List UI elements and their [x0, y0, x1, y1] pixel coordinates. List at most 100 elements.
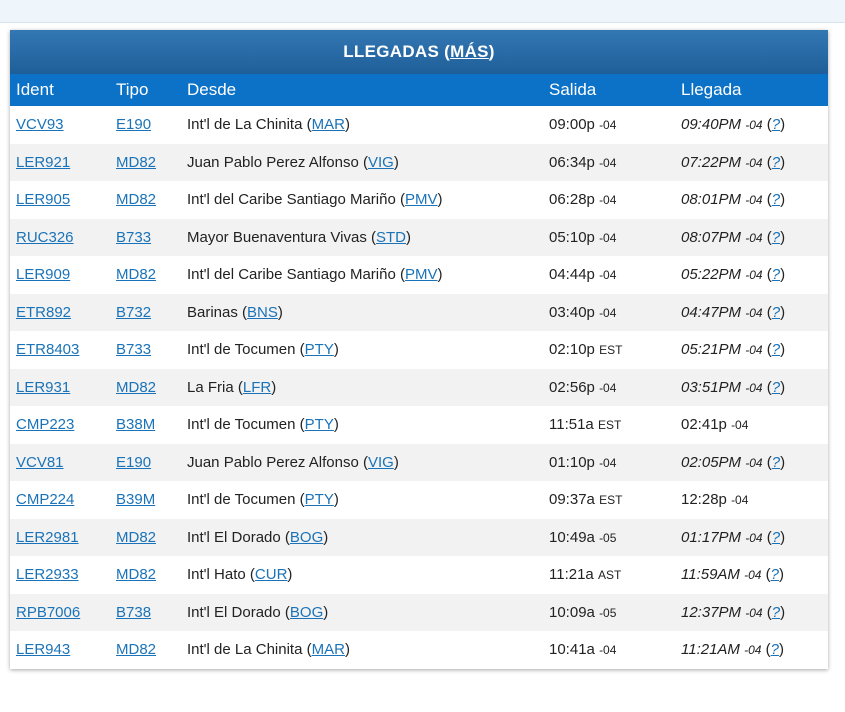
aircraft-type-link[interactable]: MD82: [116, 191, 157, 209]
origin-cell: Int'l Hato (CUR): [187, 566, 293, 584]
aircraft-type-link[interactable]: B38M: [116, 416, 156, 434]
flight-ident-link[interactable]: VCV81: [16, 453, 64, 471]
col-llegada[interactable]: Llegada: [681, 80, 742, 99]
aircraft-type-link[interactable]: MD82: [116, 566, 157, 584]
flight-ident-link[interactable]: LER905: [16, 191, 71, 209]
aircraft-type-link[interactable]: MD82: [116, 528, 157, 546]
type-cell: MD82: [110, 144, 181, 182]
departure-time: 06:34p: [549, 153, 595, 171]
estimate-help-link[interactable]: ?: [771, 228, 781, 246]
estimate-help-link[interactable]: ?: [771, 603, 781, 621]
flight-ident-link[interactable]: LER2981: [16, 528, 79, 546]
flight-ident-link[interactable]: RPB7006: [16, 603, 81, 621]
type-cell: B38M: [110, 406, 181, 444]
departure-time: 10:09a: [549, 603, 595, 621]
table-row: LER2933 MD82 Int'l Hato (CUR) 11:21a AST 11:…: [10, 556, 828, 594]
flight-ident-link[interactable]: CMP224: [16, 491, 75, 509]
flight-ident-link[interactable]: CMP223: [16, 416, 75, 434]
airport-code-link[interactable]: LFR: [242, 378, 272, 396]
flight-ident-link[interactable]: ETR8403: [16, 341, 80, 359]
airport-code-link[interactable]: PTY: [304, 341, 334, 359]
arrival-tz: -04: [745, 230, 763, 245]
col-ident[interactable]: Ident: [16, 80, 54, 99]
flight-ident-link[interactable]: LER2933: [16, 566, 79, 584]
estimate-help-link[interactable]: ?: [770, 566, 779, 584]
departure-tz: -04: [599, 305, 617, 320]
ident-cell: VCV93: [10, 106, 110, 144]
airport-code-link[interactable]: PMV: [405, 191, 438, 209]
arrival-time: 08:07PM: [681, 228, 742, 246]
origin-cell: Juan Pablo Perez Alfonso (VIG): [187, 153, 399, 171]
airport-code-link[interactable]: BOG: [289, 603, 324, 621]
airport-code-link[interactable]: BOG: [289, 528, 324, 546]
estimate-help-link[interactable]: ?: [770, 641, 779, 659]
aircraft-type-link[interactable]: MD82: [116, 378, 157, 396]
departure-time: 10:49a: [549, 528, 595, 546]
flight-ident-link[interactable]: ETR892: [16, 303, 72, 321]
arrival-tz: -04: [745, 455, 763, 470]
aircraft-type-link[interactable]: B733: [116, 228, 152, 246]
estimate-help-link[interactable]: ?: [771, 153, 781, 171]
aircraft-type-link[interactable]: MD82: [116, 641, 157, 659]
airport-code-link[interactable]: PTY: [304, 491, 334, 509]
origin-airport: Barinas: [187, 303, 238, 321]
arrivals-table: Ident Tipo Desde Salida Llegada VCV93 E19…: [10, 74, 828, 669]
arrivals-panel: LLEGADAS (MÁS) Ident Tipo Desde Salida L…: [10, 30, 828, 669]
flight-ident-link[interactable]: LER943: [16, 641, 71, 659]
col-salida[interactable]: Salida: [549, 80, 597, 99]
aircraft-type-link[interactable]: MD82: [116, 266, 157, 284]
airport-code-link[interactable]: PMV: [405, 266, 438, 284]
aircraft-type-link[interactable]: B732: [116, 303, 152, 321]
airport-code-link[interactable]: MAR: [311, 116, 345, 134]
departure-cell: 10:41a -04: [543, 631, 675, 669]
airport-code-link[interactable]: PTY: [304, 416, 334, 434]
table-row: RPB7006 B738 Int'l El Dorado (BOG) 10:09a -…: [10, 593, 828, 631]
more-link[interactable]: MÁS: [450, 42, 489, 61]
estimate-help-link[interactable]: ?: [771, 303, 781, 321]
airport-code-link[interactable]: BNS: [247, 303, 278, 321]
flight-ident-link[interactable]: VCV93: [16, 116, 64, 134]
aircraft-type-link[interactable]: B39M: [116, 491, 156, 509]
arrival-cell: 01:17PM -04 (?): [681, 528, 786, 546]
ident-cell: LER921: [10, 144, 110, 182]
airport-code-link[interactable]: STD: [376, 228, 406, 246]
airport-code-link[interactable]: VIG: [367, 153, 394, 171]
type-cell: MD82: [110, 631, 181, 669]
origin-airport: Int'l Hato: [187, 566, 246, 584]
origin-cell: Int'l de Tocumen (PTY): [187, 341, 339, 359]
arrival-time: 05:21PM: [681, 341, 742, 359]
aircraft-type-link[interactable]: E190: [116, 116, 152, 134]
estimate-help-link[interactable]: ?: [771, 341, 781, 359]
estimate-help-link[interactable]: ?: [771, 116, 781, 134]
airport-code-link[interactable]: MAR: [311, 641, 345, 659]
flight-ident-link[interactable]: LER931: [16, 378, 71, 396]
aircraft-type-link[interactable]: E190: [116, 453, 152, 471]
ident-cell: LER931: [10, 369, 110, 407]
aircraft-type-link[interactable]: B738: [116, 603, 152, 621]
aircraft-type-link[interactable]: MD82: [116, 153, 157, 171]
col-tipo[interactable]: Tipo: [116, 80, 149, 99]
ident-cell: RUC326: [10, 219, 110, 257]
flight-ident-link[interactable]: RUC326: [16, 228, 74, 246]
departure-cell: 10:49a -05: [543, 519, 675, 557]
airport-code-link[interactable]: VIG: [367, 453, 394, 471]
estimate-help-link[interactable]: ?: [771, 266, 781, 284]
arrival-cell: 02:41p -04: [675, 406, 828, 444]
estimate-help-link[interactable]: ?: [771, 528, 781, 546]
aircraft-type-link[interactable]: B733: [116, 341, 152, 359]
col-desde[interactable]: Desde: [187, 80, 237, 99]
departure-time: 06:28p: [549, 191, 595, 209]
arrival-cell: 08:01PM -04 (?): [681, 191, 786, 209]
origin-cell: Int'l de Tocumen (PTY): [187, 416, 339, 434]
flight-ident-link[interactable]: LER909: [16, 266, 71, 284]
estimate-help-link[interactable]: ?: [771, 453, 781, 471]
arrival-time: 02:41p: [681, 416, 727, 434]
flight-ident-link[interactable]: LER921: [16, 153, 71, 171]
arrival-cell: 12:28p -04: [675, 481, 828, 519]
estimate-help-link[interactable]: ?: [771, 378, 781, 396]
departure-time: 02:10p: [549, 341, 595, 359]
airport-code-link[interactable]: CUR: [254, 566, 288, 584]
ident-cell: LER2933: [10, 556, 110, 594]
type-cell: MD82: [110, 556, 181, 594]
estimate-help-link[interactable]: ?: [771, 191, 781, 209]
